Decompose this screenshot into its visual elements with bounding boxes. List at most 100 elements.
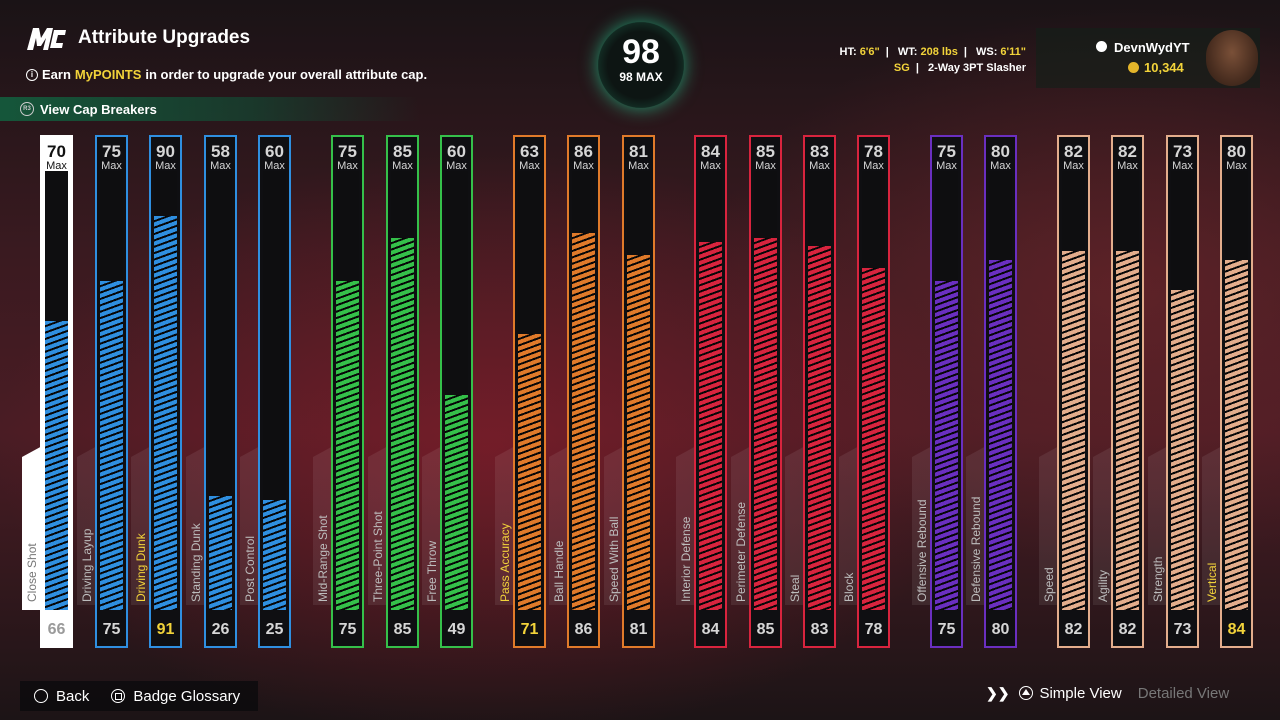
pass-accuracy-fill xyxy=(518,334,541,610)
speed-current-value: 82 xyxy=(1064,621,1083,638)
close-shot-label-tab xyxy=(22,445,44,610)
mid-range-shot-label: Mid-Range Shot xyxy=(316,515,330,602)
driving-dunk-cap-value: 90 xyxy=(156,142,175,161)
ball-handle-label: Ball Handle xyxy=(552,540,566,602)
subtitle-pre: Earn xyxy=(42,67,71,82)
vertical-max-label: Max xyxy=(1226,160,1247,172)
pass-accuracy-label: Pass Accuracy xyxy=(498,523,512,602)
strength-bar[interactable]: 73 Max 73 xyxy=(1166,135,1199,648)
driving-layup-cap-value: 75 xyxy=(102,142,121,161)
ball-handle-max-label: Max xyxy=(573,160,594,172)
driving-layup-bar[interactable]: 75 Max 75 xyxy=(95,135,128,648)
ball-handle-fill xyxy=(572,233,595,610)
pass-accuracy-bar[interactable]: 63 Max 71 xyxy=(513,135,546,648)
page-title: Attribute Upgrades xyxy=(78,27,251,48)
steal-max-label: Max xyxy=(809,160,830,172)
driving-layup-fill xyxy=(100,281,123,610)
perimeter-defense-fill xyxy=(754,238,777,610)
interior-defense-bar[interactable]: 84 Max 84 xyxy=(694,135,727,648)
block-cap-value: 78 xyxy=(864,142,883,161)
strength-current-value: 73 xyxy=(1173,621,1192,638)
overall-rating-max: 98 MAX xyxy=(619,70,663,84)
interior-defense-label-tab xyxy=(676,445,698,605)
post-control-cap-value: 60 xyxy=(265,142,284,161)
block-bar[interactable]: 78 Max 78 xyxy=(857,135,890,648)
block-current-value: 78 xyxy=(864,621,883,638)
steal-bar[interactable]: 83 Max 83 xyxy=(803,135,836,648)
ball-handle-cap-value: 86 xyxy=(574,142,593,161)
mid-range-shot-fill xyxy=(336,281,359,610)
block-label-tab xyxy=(839,445,861,605)
driving-dunk-max-label: Max xyxy=(155,160,176,172)
driving-layup-label-tab xyxy=(77,445,99,605)
speed-with-ball-max-label: Max xyxy=(628,160,649,172)
double-chevron-icon: ❯❯ xyxy=(986,684,1010,701)
post-control-bar[interactable]: 60 Max 25 xyxy=(258,135,291,648)
mid-range-shot-current-value: 75 xyxy=(338,621,357,638)
post-control-fill xyxy=(263,500,286,610)
standing-dunk-bar[interactable]: 58 Max 26 xyxy=(204,135,237,648)
defensive-rebound-current-value: 80 xyxy=(991,621,1010,638)
steal-current-value: 83 xyxy=(810,621,829,638)
detailed-view-button[interactable]: Detailed View xyxy=(1137,684,1230,702)
driving-dunk-bar[interactable]: 90 Max 91 xyxy=(149,135,182,648)
strength-max-label: Max xyxy=(1172,160,1193,172)
perimeter-defense-bar[interactable]: 85 Max 85 xyxy=(749,135,782,648)
driving-layup-label: Driving Layup xyxy=(80,528,94,602)
mid-range-shot-max-label: Max xyxy=(337,160,358,172)
r3-button-icon: R3 xyxy=(20,102,34,116)
offensive-rebound-fill xyxy=(935,281,958,610)
speed-with-ball-bar[interactable]: 81 Max 81 xyxy=(622,135,655,648)
steal-label-tab xyxy=(785,445,807,605)
standing-dunk-cap-value: 58 xyxy=(211,142,230,161)
speed-cap-value: 82 xyxy=(1064,142,1083,161)
view-cap-breakers-label: View Cap Breakers xyxy=(40,101,157,117)
speed-with-ball-label: Speed With Ball xyxy=(607,516,621,602)
defensive-rebound-fill xyxy=(989,260,1012,610)
agility-cap-value: 82 xyxy=(1118,142,1137,161)
ball-handle-bar[interactable]: 86 Max 86 xyxy=(567,135,600,648)
simple-view-button[interactable]: Simple View xyxy=(1039,684,1122,702)
defensive-rebound-label: Defensive Rebound xyxy=(969,496,983,602)
ball-handle-current-value: 86 xyxy=(574,621,593,638)
standing-dunk-max-label: Max xyxy=(210,160,231,172)
pass-accuracy-cap-value: 63 xyxy=(520,142,539,161)
circle-button-icon xyxy=(34,689,48,703)
free-throw-bar[interactable]: 60 Max 49 xyxy=(440,135,473,648)
mid-range-shot-cap-value: 75 xyxy=(338,142,357,161)
post-control-label: Post Control xyxy=(243,535,257,602)
interior-defense-label: Interior Defense xyxy=(679,516,693,602)
defensive-rebound-bar[interactable]: 80 Max 80 xyxy=(984,135,1017,648)
agility-label-tab xyxy=(1093,445,1115,605)
badge-glossary-button[interactable]: Badge Glossary xyxy=(133,687,241,705)
speed-with-ball-current-value: 81 xyxy=(629,621,648,638)
vertical-bar[interactable]: 80 Max 84 xyxy=(1220,135,1253,648)
pass-accuracy-current-value: 71 xyxy=(520,621,539,638)
interior-defense-current-value: 84 xyxy=(701,621,720,638)
speed-max-label: Max xyxy=(1063,160,1084,172)
speed-with-ball-cap-value: 81 xyxy=(629,142,648,161)
back-button[interactable]: Back xyxy=(56,687,90,705)
close-shot-current-value: 66 xyxy=(47,621,66,638)
three-point-shot-bar[interactable]: 85 Max 85 xyxy=(386,135,419,648)
speed-label-tab xyxy=(1039,445,1061,605)
view-cap-breakers-button[interactable]: R3 View Cap Breakers xyxy=(0,97,420,121)
close-shot-bar[interactable]: 70 Max 66 xyxy=(40,135,73,648)
agility-bar[interactable]: 82 Max 82 xyxy=(1111,135,1144,648)
vc-balance: 10,344 xyxy=(1144,60,1184,75)
standing-dunk-label-tab xyxy=(186,445,208,605)
offensive-rebound-max-label: Max xyxy=(936,160,957,172)
view-toggle: ❯❯ Simple View Detailed View xyxy=(986,680,1260,706)
free-throw-current-value: 49 xyxy=(447,621,466,638)
driving-layup-max-label: Max xyxy=(101,160,122,172)
offensive-rebound-bar[interactable]: 75 Max 75 xyxy=(930,135,963,648)
mid-range-shot-bar[interactable]: 75 Max 75 xyxy=(331,135,364,648)
three-point-shot-label-tab xyxy=(368,445,390,605)
speed-bar[interactable]: 82 Max 82 xyxy=(1057,135,1090,648)
driving-dunk-label: Driving Dunk xyxy=(134,533,148,602)
ball-handle-label-tab xyxy=(549,445,571,605)
footer-actions: Back Badge Glossary xyxy=(20,681,258,711)
overall-rating-value: 98 xyxy=(622,33,660,71)
driving-layup-current-value: 75 xyxy=(102,621,121,638)
offensive-rebound-cap-value: 75 xyxy=(937,142,956,161)
